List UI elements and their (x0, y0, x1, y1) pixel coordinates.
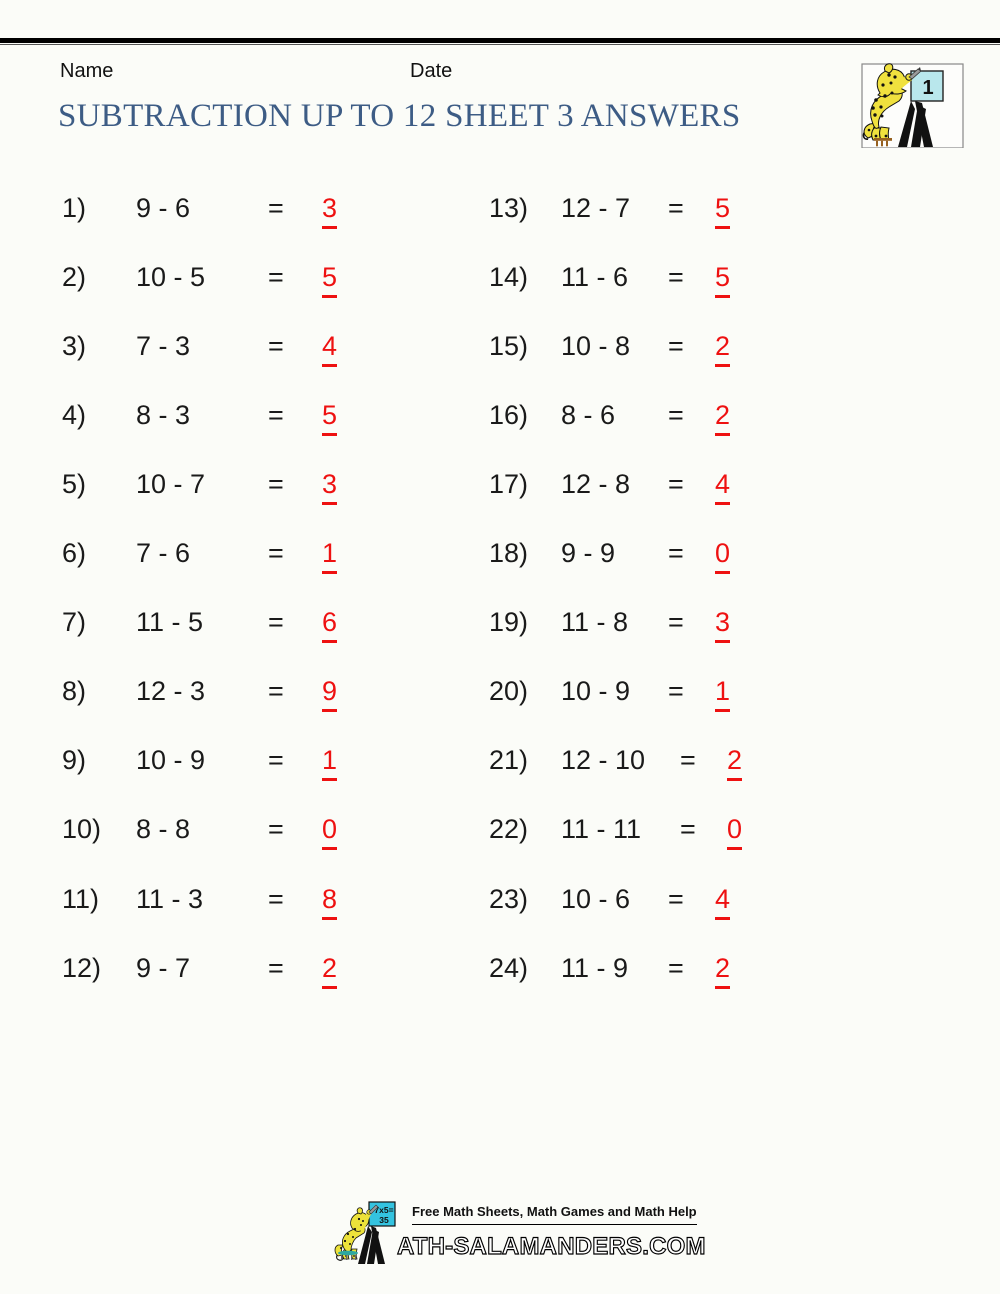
svg-text:1: 1 (922, 77, 933, 99)
svg-text:35: 35 (379, 1215, 389, 1225)
